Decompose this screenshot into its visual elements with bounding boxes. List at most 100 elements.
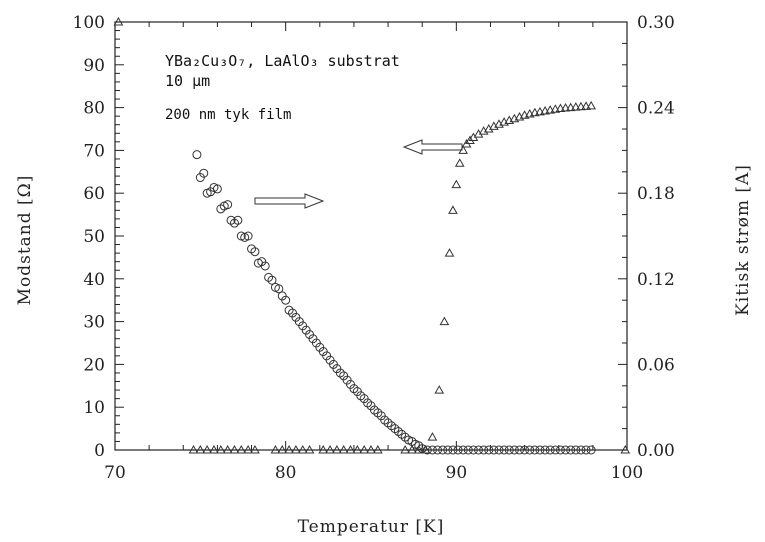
- series-critical-current: [192, 150, 596, 455]
- triangle-point: [352, 444, 363, 454]
- y-tick-label-left: 70: [83, 141, 105, 161]
- circle-point: [555, 445, 565, 455]
- y-tick-label-left: 0: [94, 441, 105, 461]
- circle-point: [571, 445, 581, 455]
- circle-point: [550, 445, 560, 455]
- y-tick-label-left: 30: [83, 313, 105, 333]
- circle-point: [427, 445, 437, 455]
- circle-point: [566, 445, 576, 455]
- triangle-point: [620, 444, 631, 454]
- y-tick-label-right: 0.12: [637, 270, 675, 290]
- triangle-point: [372, 444, 383, 454]
- circle-point: [489, 445, 499, 455]
- circle-point: [192, 150, 202, 160]
- y-tick-label-left: 50: [83, 227, 105, 247]
- circle-point: [468, 445, 478, 455]
- triangle-point: [439, 316, 450, 326]
- triangle-point: [407, 444, 417, 454]
- triangle-point: [243, 444, 253, 454]
- circle-point: [422, 445, 432, 455]
- triangle-point: [359, 444, 370, 454]
- triangle-point: [222, 444, 233, 454]
- triangle-point: [195, 444, 206, 454]
- triangle-point: [284, 444, 294, 454]
- circle-point: [494, 445, 504, 455]
- triangle-point: [565, 102, 576, 112]
- triangle-point: [581, 101, 591, 110]
- annotation-compound: YBa₂Cu₃O₇, LaAlO₃ substrat: [165, 52, 400, 70]
- circle-point: [576, 445, 586, 455]
- triangle-point: [209, 444, 219, 454]
- circle-point: [417, 444, 427, 454]
- triangle-point: [277, 444, 288, 454]
- triangle-point: [325, 444, 335, 454]
- triangle-point: [345, 444, 356, 454]
- circle-point: [545, 445, 555, 455]
- circle-point: [458, 445, 468, 455]
- triangle-point: [297, 444, 308, 454]
- circle-point: [267, 275, 277, 285]
- y-tick-label-left: 40: [83, 270, 105, 290]
- circle-point: [586, 445, 596, 455]
- y-tick-label-right: 0.06: [637, 355, 675, 375]
- triangle-point: [458, 145, 469, 154]
- triangle-point: [229, 444, 240, 454]
- triangle-point: [570, 102, 581, 111]
- circle-point: [233, 215, 243, 225]
- circle-point: [199, 168, 209, 178]
- triangle-point: [576, 101, 586, 111]
- circle-point: [438, 445, 448, 455]
- triangle-point: [366, 444, 376, 454]
- circle-point: [504, 445, 514, 455]
- y-tick-label-right: 0.00: [637, 441, 675, 461]
- y-tick-label-left: 90: [83, 56, 105, 76]
- circle-point: [223, 200, 233, 210]
- triangle-point: [304, 444, 315, 454]
- circle-point: [525, 445, 535, 455]
- circle-point: [453, 445, 463, 455]
- triangle-point: [444, 248, 455, 257]
- circle-point: [243, 231, 253, 241]
- triangle-point: [270, 444, 281, 454]
- triangle-point: [188, 444, 199, 454]
- circle-point: [514, 445, 524, 455]
- y-axis-right-title: Kitisk strøm [A]: [733, 164, 753, 316]
- triangle-point: [113, 16, 124, 26]
- arrow-left-icon: [402, 139, 463, 155]
- circle-point: [474, 445, 484, 455]
- triangle-point: [529, 107, 540, 117]
- triangle-point: [545, 105, 556, 114]
- circle-point: [443, 445, 453, 455]
- circle-point: [250, 247, 260, 257]
- circle-point: [530, 445, 540, 455]
- triangle-point: [586, 100, 597, 110]
- y-axis-left-title: Modstand [Ω]: [15, 175, 35, 306]
- triangle-point: [555, 103, 566, 112]
- circle-point: [433, 445, 443, 455]
- circle-point: [281, 295, 291, 305]
- annotation-width: 10 μm: [165, 72, 210, 90]
- circle-point: [499, 445, 509, 455]
- triangle-point: [550, 104, 561, 113]
- circle-point: [274, 284, 284, 294]
- circle-point: [212, 184, 222, 194]
- y-tick-label-right: 0.18: [637, 184, 675, 204]
- x-tick-label: 100: [611, 463, 643, 483]
- circle-point: [484, 445, 494, 455]
- x-axis-title: Temperatur [K]: [298, 517, 445, 537]
- circle-point: [535, 445, 545, 455]
- triangle-point: [451, 179, 462, 189]
- y-tick-label-right: 0.30: [637, 13, 675, 33]
- circle-point: [509, 445, 519, 455]
- circle-point: [540, 445, 550, 455]
- triangle-point: [215, 444, 226, 454]
- circle-point: [448, 445, 458, 455]
- y-tick-label-left: 10: [83, 398, 105, 418]
- y-tick-label-left: 20: [83, 355, 105, 375]
- y-tick-label-left: 80: [83, 99, 105, 119]
- triangle-point: [473, 129, 484, 138]
- triangle-point: [318, 444, 329, 454]
- triangle-point: [332, 444, 342, 454]
- y-tick-label-right: 0.24: [637, 99, 675, 119]
